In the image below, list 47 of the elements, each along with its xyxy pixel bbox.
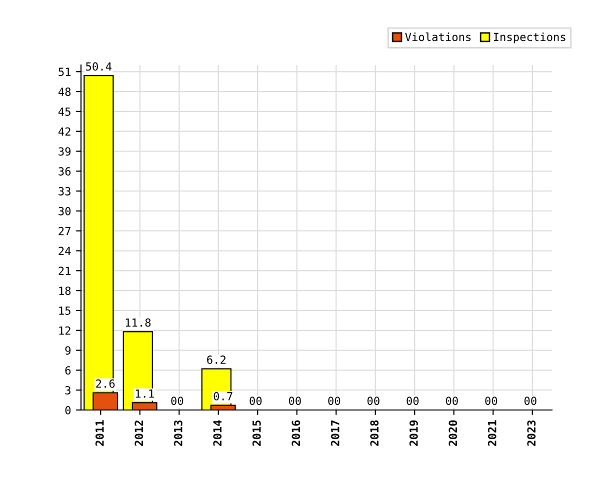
data-label: 0.7 (214, 392, 232, 400)
y-tick-label: 18 (59, 286, 71, 295)
y-tick-label: 12 (59, 326, 70, 335)
y-tick-label: 30 (58, 206, 71, 216)
data-label: 11.8 (126, 318, 151, 327)
x-tick-label: 2018 (370, 420, 379, 446)
data-label: 00 (524, 396, 536, 406)
x-tick-label: 2019 (409, 420, 418, 446)
data-label: 00 (288, 396, 301, 406)
x-tick-label: 2011 (95, 420, 104, 446)
y-tick-label: 45 (58, 108, 70, 116)
x-tick-label: 2013 (174, 420, 182, 446)
y-tick-label: 48 (58, 88, 71, 96)
legend-label: Violations (405, 32, 471, 42)
y-tick-label: 3 (65, 386, 70, 395)
x-tick-label: 2012 (134, 420, 144, 446)
y-tick-label: 24 (58, 246, 71, 256)
y-tick-label: 36 (58, 167, 71, 176)
data-label: 00 (328, 396, 340, 406)
data-label: 50.4 (86, 62, 112, 71)
x-tick-label: 2016 (292, 420, 300, 446)
y-tick-label: 6 (65, 366, 71, 375)
data-label: 00 (485, 396, 498, 406)
x-tick-label: 2014 (213, 420, 222, 446)
y-tick-label: 0 (65, 406, 71, 414)
y-tick-label: 15 (59, 306, 70, 315)
y-tick-label: 21 (58, 266, 71, 275)
data-label: 00 (406, 396, 419, 406)
data-label: 2.6 (96, 379, 115, 388)
x-tick-label: 2015 (252, 420, 261, 446)
y-tick-label: 33 (58, 187, 70, 196)
data-label: 00 (171, 396, 184, 406)
data-label: 1.1 (136, 390, 154, 398)
y-tick-label: 42 (58, 127, 70, 136)
x-tick-label: 2020 (448, 420, 458, 446)
y-tick-label: 39 (58, 147, 71, 156)
y-tick-label: 9 (65, 346, 71, 355)
data-label: 6.2 (207, 356, 226, 364)
data-label: 00 (250, 396, 262, 406)
data-label: 00 (446, 396, 458, 406)
x-tick-label: 2023 (527, 420, 536, 446)
y-tick-label: 51 (58, 68, 71, 76)
legend-label: Inspections (494, 32, 566, 44)
y-tick-label: 27 (58, 226, 70, 236)
x-tick-label: 2017 (330, 420, 340, 446)
data-label: 00 (367, 396, 380, 406)
x-tick-label: 2021 (488, 420, 496, 446)
